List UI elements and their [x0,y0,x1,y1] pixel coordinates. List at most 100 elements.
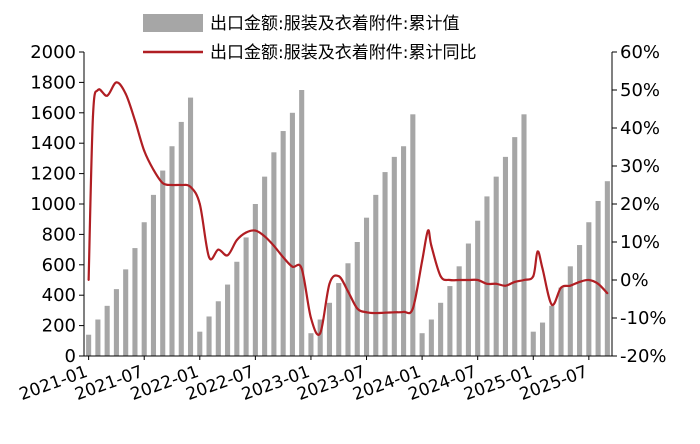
bar [558,287,564,356]
bar [549,305,555,356]
line-point [426,229,429,232]
line-point [106,94,109,97]
y-right-tick-label: -20% [620,346,667,367]
line-point [133,119,136,122]
bar [391,156,397,356]
bar [95,319,101,356]
bar [225,284,231,356]
bar [86,334,92,356]
line-point [523,279,525,281]
y-right-tick-label: 0% [620,270,649,291]
bar [262,176,268,356]
line-point [458,279,461,281]
line-point [198,203,201,205]
bar [345,263,351,356]
line-point [282,256,285,259]
y-right-tick-label: 40% [620,118,660,139]
y-left-tick-label: 1000 [30,194,76,215]
line-point [152,168,155,171]
bar [410,114,416,356]
bar [234,261,240,356]
bar [354,242,360,356]
bar [475,220,481,356]
bar [150,194,157,356]
line-point [91,115,94,118]
bar [401,146,407,356]
line-point [384,311,387,314]
y-left-tick-label: 1400 [30,133,76,154]
y-left-tick-label: 1600 [30,103,76,124]
y-right-tick-label: 10% [620,232,660,253]
line-point [180,184,183,186]
line-point [597,282,600,285]
bar [447,286,453,356]
bar [539,322,546,356]
bar [530,331,536,356]
bar [567,266,573,356]
line-point [421,260,424,262]
line-point [263,235,266,238]
bar [438,302,444,356]
bar [595,200,601,356]
y-left-tick-label: 1800 [30,72,76,93]
bar [252,204,258,356]
line-point [217,248,220,251]
bar [160,170,166,356]
bar [512,137,518,356]
line-point [87,279,90,281]
y-left-tick-label: 1200 [30,164,76,185]
legend-line-label: 出口金额:服装及衣着附件:累计同比 [210,43,476,63]
y-right-tick-label: 20% [620,194,660,215]
bar [123,269,129,356]
line-point [411,307,414,310]
line-point [328,282,331,285]
y-right-tick-label: -10% [620,308,667,329]
line-point [226,254,229,257]
line-point [536,250,539,253]
legend-bar-swatch [143,14,203,32]
line-point [96,89,99,91]
line-point [254,229,257,232]
bar [215,301,221,356]
line-point [347,290,349,293]
line-point [606,292,609,295]
bar [299,90,305,356]
line-point [124,92,127,95]
legend-bar-label: 出口金额:服装及衣着附件:累计值 [210,14,459,34]
line-point [115,81,118,84]
bar [373,194,379,356]
line-point [143,149,146,152]
line-point [171,184,173,186]
y-right-tick-label: 50% [620,80,660,101]
bar [363,217,370,356]
line-point [272,244,275,247]
y-right-tick-label: 30% [620,156,660,177]
bar [317,319,323,356]
bar [178,121,184,356]
line-point [578,280,581,283]
line-point [495,282,498,285]
bar [187,97,194,356]
line-point [467,279,470,281]
line-point [189,185,192,188]
line-point [476,279,479,281]
line-point [337,275,340,278]
bar [280,131,286,356]
line-point [356,307,359,310]
bar [206,316,212,356]
line-series [87,81,609,336]
line-point [560,286,563,289]
bar [456,266,462,356]
bar [484,196,490,356]
bar [604,181,610,356]
line-point [309,317,312,319]
bar [326,302,333,356]
bar [113,289,119,356]
y-axis-left: 0 200 400 600 800 1000 1200 1400 1600 1800 2000 [30,42,84,367]
line-point [430,244,433,247]
y-right-tick-label: 60% [620,42,660,63]
y-left-tick-label: 400 [42,285,76,306]
bar [104,305,110,356]
bar [336,283,342,356]
